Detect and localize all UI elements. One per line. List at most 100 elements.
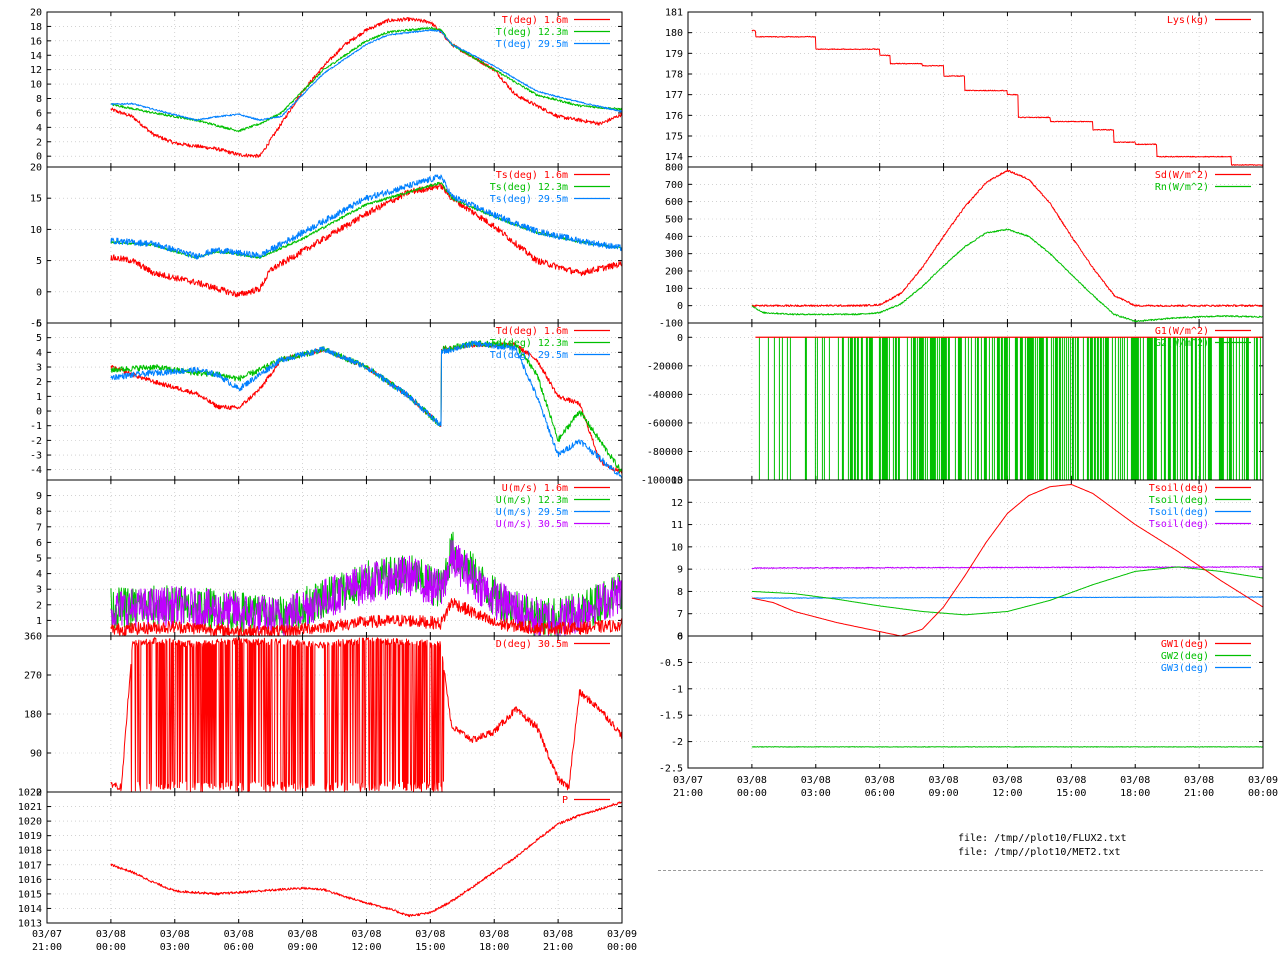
y-tick-label: 100: [665, 284, 683, 295]
legend-label: Lys(kg): [1167, 15, 1209, 26]
x-tick-label-time: 09:00: [288, 942, 318, 953]
y-tick-label: 18: [30, 22, 42, 33]
source-file-2: file: /tmp//plot10/MET2.txt: [958, 847, 1121, 858]
y-tick-label: 10: [30, 80, 42, 91]
series-line: [110, 539, 622, 636]
y-tick-label: -1: [30, 421, 42, 432]
y-tick-label: 13: [671, 476, 683, 487]
x-tick-label-time: 09:00: [929, 788, 959, 799]
y-tick-label: 9: [677, 565, 683, 576]
y-tick-label: 12: [30, 65, 42, 76]
x-tick-label-date: 03/07: [32, 929, 62, 940]
file-list-divider: [658, 870, 1263, 871]
y-tick-label: -40000: [647, 390, 683, 401]
y-tick-label: 360: [24, 632, 42, 643]
x-tick-label-time: 03:00: [160, 942, 190, 953]
y-tick-label: -100000: [641, 476, 683, 487]
legend-label: Rn(W/m^2): [1155, 182, 1209, 193]
y-tick-label: 5: [36, 256, 42, 267]
chart-panel-r4: 678910111213Tsoil(deg)Tsoil(deg)Tsoil(de…: [671, 476, 1264, 643]
legend-label: U(m/s) 12.3m: [496, 495, 568, 506]
legend-label: Td(deg) 1.6m: [496, 326, 568, 337]
y-tick-label: -4: [30, 465, 42, 476]
y-tick-label: 10: [671, 542, 683, 553]
x-tick-label-time: 21:00: [543, 942, 573, 953]
legend-label: Tsoil(deg): [1149, 519, 1209, 530]
y-tick-label: 8: [36, 94, 42, 105]
legend-label: G2(W/m^2): [1155, 338, 1209, 349]
y-tick-label: 5: [36, 554, 42, 565]
y-tick-label: 0: [36, 287, 42, 298]
chart-panel-l1: 0 2 4 6 8 10 12 14 16 18 20 T(deg) 1.6mT(deg) 12.3m…: [30, 8, 623, 168]
plot-area: [751, 169, 1263, 323]
y-tick-label: 8: [36, 507, 42, 518]
series-line: [110, 17, 622, 159]
series-line: [110, 342, 622, 474]
y-tick-label: 6: [36, 108, 42, 119]
y-tick-label: 0: [677, 333, 683, 344]
legend-label: U(m/s) 30.5m: [496, 519, 568, 530]
y-tick-label: 5: [36, 333, 42, 344]
x-tick-label-date: 03/08: [1056, 775, 1086, 786]
legend-label: Td(deg) 12.3m: [490, 338, 568, 349]
legend-label: U(m/s) 1.6m: [502, 483, 568, 494]
y-tick-label: 1: [36, 392, 42, 403]
y-tick-label: 177: [665, 90, 683, 101]
y-tick-label: 270: [24, 671, 42, 682]
y-tick-label: 500: [665, 215, 683, 226]
plot-area: [110, 17, 622, 159]
x-tick-label-date: 03/08: [865, 775, 895, 786]
x-tick-label-time: 00:00: [737, 788, 767, 799]
source-file-list: file: /tmp//plot10/FLUX2.txt file: /tmp/…: [958, 832, 1127, 860]
legend-label: Ts(deg) 29.5m: [490, 194, 568, 205]
x-tick-label-date: 03/08: [737, 775, 767, 786]
y-tick-label: 181: [665, 8, 683, 19]
series-line: [751, 746, 1263, 748]
legend-label: T(deg) 29.5m: [496, 39, 568, 50]
x-tick-label-date: 03/08: [160, 929, 190, 940]
series-line: [751, 566, 1263, 616]
x-tick-label-time: 00:00: [607, 942, 637, 953]
y-tick-label: 178: [665, 70, 683, 81]
y-tick-label: 1017: [18, 860, 42, 871]
x-tick-label-time: 06:00: [224, 942, 254, 953]
y-tick-label: 14: [30, 51, 42, 62]
y-tick-label: 176: [665, 111, 683, 122]
plot-area: [110, 174, 622, 298]
y-tick-label: 2: [36, 377, 42, 388]
y-tick-label: 6: [36, 538, 42, 549]
y-tick-label: 0: [677, 632, 683, 643]
plot-area: [110, 531, 622, 636]
series-line: [751, 596, 1263, 599]
y-tick-label: -3: [30, 451, 42, 462]
y-tick-label: 175: [665, 132, 683, 143]
x-tick-label-date: 03/07: [673, 775, 703, 786]
plot-area: [110, 340, 622, 479]
series-g2: [758, 337, 1261, 480]
y-tick-label: 400: [665, 232, 683, 243]
chart-panel-l4: 1 2 3 4 5 6 7 8 9 U(m/s) 1.6mU(m/s) 12.3mU(m/s) 2…: [36, 479, 623, 637]
y-tick-label: 15: [30, 194, 42, 205]
x-tick-label-time: 15:00: [415, 942, 445, 953]
y-tick-label: 200: [665, 267, 683, 278]
x-tick-label-time: 12:00: [992, 788, 1022, 799]
chart-panel-l6: 1013 1014 1015 1016 1017 1018 1019 1020 1021 1022…: [18, 788, 623, 930]
series-line: [110, 182, 622, 298]
y-tick-label: 600: [665, 197, 683, 208]
plot-frame: [687, 11, 1264, 168]
plot-frame: [687, 635, 1264, 769]
legend-label: Ts(deg) 1.6m: [496, 170, 568, 181]
x-tick-label-date: 03/08: [288, 929, 318, 940]
series-line: [110, 801, 622, 918]
y-tick-label: 180: [665, 28, 683, 39]
legend-label: T(deg) 1.6m: [502, 15, 568, 26]
y-tick-label: -100: [659, 319, 683, 330]
legend-label: Sd(W/m^2): [1155, 170, 1209, 181]
chart-panel-r1: 174 175 176 177 178 179 180 181 Lys(kg): [665, 8, 1264, 168]
y-tick-label: 6: [36, 319, 42, 330]
x-tick-label-date: 03/08: [1120, 775, 1150, 786]
x-tick-label-date: 03/08: [543, 929, 573, 940]
y-tick-label: -1: [671, 684, 683, 695]
series-line: [751, 169, 1263, 307]
